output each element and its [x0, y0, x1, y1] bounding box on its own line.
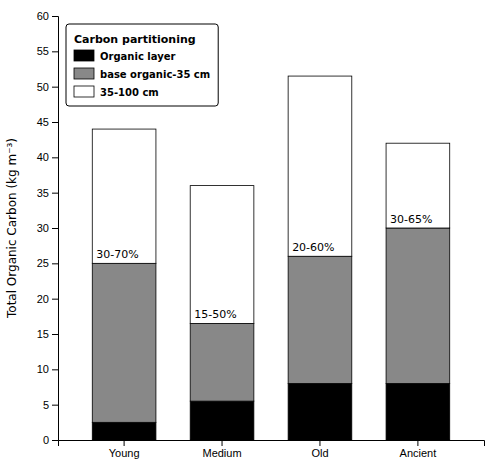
bar	[190, 186, 254, 324]
y-tick: 35	[37, 187, 58, 199]
annotations: 30-70% 15-50% 20-60% 30-65%	[96, 213, 432, 321]
bar	[386, 143, 450, 228]
x-axis: Young Medium Old Ancient	[59, 440, 485, 459]
y-tick: 40	[37, 151, 58, 163]
x-tick-label: Young	[109, 447, 140, 459]
y-axis: 0 5 10 15 20 25 30 35 40 45 50 55 60	[37, 10, 59, 446]
y-tick-label: 35	[37, 187, 49, 199]
series	[92, 76, 449, 323]
y-tick-label: 45	[37, 116, 49, 128]
y-tick: 20	[37, 293, 58, 305]
y-tick: 25	[37, 257, 58, 269]
axis-line	[59, 441, 485, 447]
y-tick-label: 0	[43, 434, 49, 446]
legend-label: base organic-35 cm	[100, 69, 210, 80]
y-tick: 30	[37, 222, 58, 234]
y-tick-label: 60	[37, 10, 49, 22]
x-tick: Young	[109, 440, 140, 459]
x-tick-mark	[124, 440, 125, 446]
legend-item: Organic layer	[74, 50, 175, 62]
y-tick-mark	[52, 157, 58, 158]
y-tick-mark	[52, 405, 58, 406]
plot: Young Medium Old Ancient 0 5 10 15 20 25 30 35 40 45 5…	[5, 10, 485, 459]
y-tick-label: 40	[37, 151, 49, 163]
legend: Carbon partitioning Organic layer base org…	[66, 24, 218, 106]
y-tick-label: 25	[37, 257, 49, 269]
y-tick-label: 5	[43, 399, 49, 411]
y-tick-mark	[52, 193, 58, 194]
x-tick: Old	[311, 440, 328, 459]
y-tick-label: 15	[37, 328, 49, 340]
y-tick-label: 55	[37, 45, 49, 57]
y-tick: 15	[37, 328, 58, 340]
bar	[92, 422, 156, 440]
bar	[92, 263, 156, 422]
x-tick-label: Old	[311, 447, 328, 459]
y-tick-mark	[52, 334, 58, 335]
x-tick: Medium	[202, 440, 241, 459]
x-tick-mark	[222, 440, 223, 446]
y-tick-mark	[52, 228, 58, 229]
bar	[190, 323, 254, 401]
x-tick-label: Ancient	[400, 447, 437, 459]
y-tick-mark	[52, 16, 58, 17]
annotation: 30-70%	[96, 248, 138, 261]
axis-line	[52, 17, 59, 441]
legend-item: 35-100 cm	[74, 86, 159, 98]
bar	[288, 76, 352, 256]
bar	[386, 228, 450, 383]
y-tick-mark	[52, 263, 58, 264]
annotation: 30-65%	[390, 213, 432, 226]
x-tick-label: Medium	[202, 447, 241, 459]
y-tick: 45	[37, 116, 58, 128]
y-tick: 0	[43, 434, 58, 446]
legend-frame	[66, 24, 218, 106]
legend-label: 35-100 cm	[100, 87, 159, 98]
bar	[386, 383, 450, 440]
y-tick-label: 30	[37, 222, 49, 234]
y-tick-label: 20	[37, 293, 49, 305]
y-tick-mark	[52, 299, 58, 300]
y-tick-mark	[52, 122, 58, 123]
legend-item: base organic-35 cm	[74, 68, 210, 80]
legend-swatch	[74, 86, 94, 97]
legend-title: Carbon partitioning	[74, 33, 196, 46]
x-tick-mark	[417, 440, 418, 446]
bar	[190, 401, 254, 440]
y-tick: 60	[37, 10, 58, 22]
bar	[288, 383, 352, 440]
chart: Young Medium Old Ancient 0 5 10 15 20 25 30 35 40 45 5…	[0, 0, 500, 476]
y-tick: 50	[37, 81, 58, 93]
y-tick: 5	[43, 399, 58, 411]
legend-swatch	[74, 68, 94, 79]
bar	[288, 256, 352, 383]
y-tick-mark	[52, 87, 58, 88]
annotation: 20-60%	[292, 241, 334, 254]
bar	[92, 129, 156, 263]
x-tick-mark	[319, 440, 320, 446]
x-tick: Ancient	[400, 440, 437, 459]
y-tick-label: 10	[37, 363, 49, 375]
bars	[92, 76, 449, 440]
y-tick-label: 50	[37, 81, 49, 93]
y-tick: 10	[37, 363, 58, 375]
legend-label: Organic layer	[100, 51, 175, 62]
legend-swatch	[74, 50, 94, 61]
y-tick: 55	[37, 45, 58, 57]
y-tick-mark	[52, 51, 58, 52]
y-axis-title: Total Organic Carbon (kg m⁻³)	[5, 138, 19, 319]
y-tick-mark	[52, 440, 58, 441]
annotation: 15-50%	[194, 308, 236, 321]
y-tick-mark	[52, 369, 58, 370]
